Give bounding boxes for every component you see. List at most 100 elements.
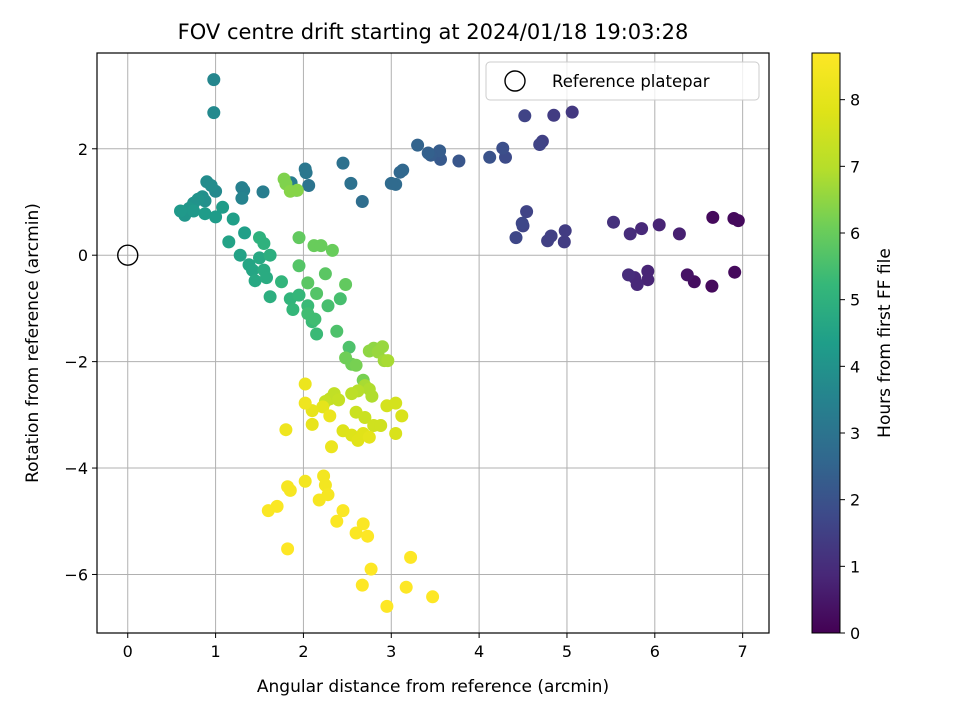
data-point	[426, 590, 440, 604]
data-point	[374, 419, 388, 432]
data-point	[706, 210, 720, 224]
data-point	[235, 191, 249, 205]
data-point	[301, 307, 315, 321]
colorbar-tick-label: 1	[850, 557, 860, 576]
data-point	[635, 222, 649, 236]
data-point	[336, 156, 350, 170]
data-point	[356, 517, 370, 531]
data-point	[389, 427, 403, 440]
data-point	[421, 146, 435, 160]
data-point	[349, 526, 363, 540]
x-tick-label: 0	[123, 642, 133, 661]
data-point	[209, 210, 223, 224]
data-point	[342, 340, 356, 354]
data-point	[339, 278, 353, 291]
data-point	[263, 290, 277, 304]
data-point	[395, 409, 409, 423]
data-point	[263, 248, 277, 262]
data-point	[187, 204, 201, 218]
data-point	[558, 224, 572, 238]
data-point	[314, 239, 328, 253]
y-tick-label: 2	[78, 140, 88, 159]
data-point	[290, 183, 304, 197]
data-point	[607, 215, 620, 229]
data-point	[260, 271, 273, 285]
data-point	[257, 237, 271, 250]
reference-point-marker	[117, 244, 139, 266]
y-tick-label: 0	[78, 246, 88, 265]
data-point	[518, 109, 532, 123]
colorbar-label: Hours from first FF file	[875, 248, 895, 438]
data-point	[623, 227, 637, 241]
colorbar-tick-label: 5	[850, 291, 860, 310]
data-point	[207, 106, 221, 120]
data-point	[298, 396, 312, 410]
data-point	[349, 358, 363, 372]
data-point	[298, 474, 312, 488]
data-point	[298, 162, 312, 176]
data-point	[283, 483, 297, 497]
data-point	[380, 599, 394, 613]
data-point	[330, 324, 344, 338]
data-point	[207, 73, 221, 87]
data-point	[641, 273, 655, 287]
y-axis-ticks: −6 −4 −2 0 2	[64, 140, 97, 584]
data-point	[362, 430, 376, 444]
data-point	[389, 396, 403, 410]
x-tick-label: 6	[650, 642, 660, 661]
data-point	[361, 529, 375, 543]
data-point	[728, 265, 742, 279]
x-tick-label: 3	[386, 642, 396, 661]
data-point	[301, 276, 315, 290]
data-point	[680, 268, 694, 282]
data-point	[358, 411, 372, 424]
data-point	[292, 259, 306, 273]
colorbar-fill	[812, 53, 840, 633]
data-point	[557, 235, 571, 249]
data-point	[198, 207, 212, 221]
colorbar-frame	[811, 52, 841, 634]
data-point	[509, 231, 523, 245]
data-point	[452, 154, 466, 168]
data-point	[310, 287, 324, 300]
data-point	[248, 274, 262, 288]
data-point	[216, 200, 230, 214]
data-point	[292, 288, 306, 302]
data-point	[333, 292, 347, 306]
data-point	[325, 243, 339, 257]
data-point	[355, 578, 369, 592]
data-point	[281, 542, 295, 556]
data-point	[318, 267, 332, 281]
data-point	[298, 377, 312, 391]
data-point	[381, 354, 395, 368]
colorbar-ticks: 0 1 2 3 4 5 6 7 8	[840, 91, 860, 643]
y-axis-label: Rotation from reference (arcmin)	[23, 203, 43, 483]
x-tick-label: 2	[298, 642, 308, 661]
data-point	[520, 205, 534, 219]
y-tick-label: −2	[64, 353, 88, 372]
data-point	[279, 423, 293, 437]
data-point	[253, 251, 266, 265]
data-point	[256, 185, 270, 199]
data-point	[496, 141, 510, 155]
data-point	[345, 387, 359, 401]
data-point	[321, 488, 335, 502]
chart-title: FOV centre drift starting at 2024/01/18 …	[178, 20, 689, 44]
data-point	[336, 504, 350, 518]
x-tick-label: 4	[474, 642, 484, 661]
data-point	[238, 226, 252, 240]
data-point	[292, 231, 306, 245]
colorbar-tick-label: 4	[850, 357, 860, 376]
data-point	[565, 105, 579, 119]
data-point	[364, 562, 378, 576]
legend: Reference platepar	[485, 61, 760, 101]
data-point	[404, 550, 418, 564]
data-point	[275, 275, 288, 289]
data-point	[399, 580, 413, 594]
data-point	[622, 268, 635, 282]
plot-frame	[96, 52, 770, 634]
colorbar-tick-label: 0	[850, 624, 860, 643]
data-point	[330, 514, 344, 528]
data-point	[235, 181, 249, 195]
